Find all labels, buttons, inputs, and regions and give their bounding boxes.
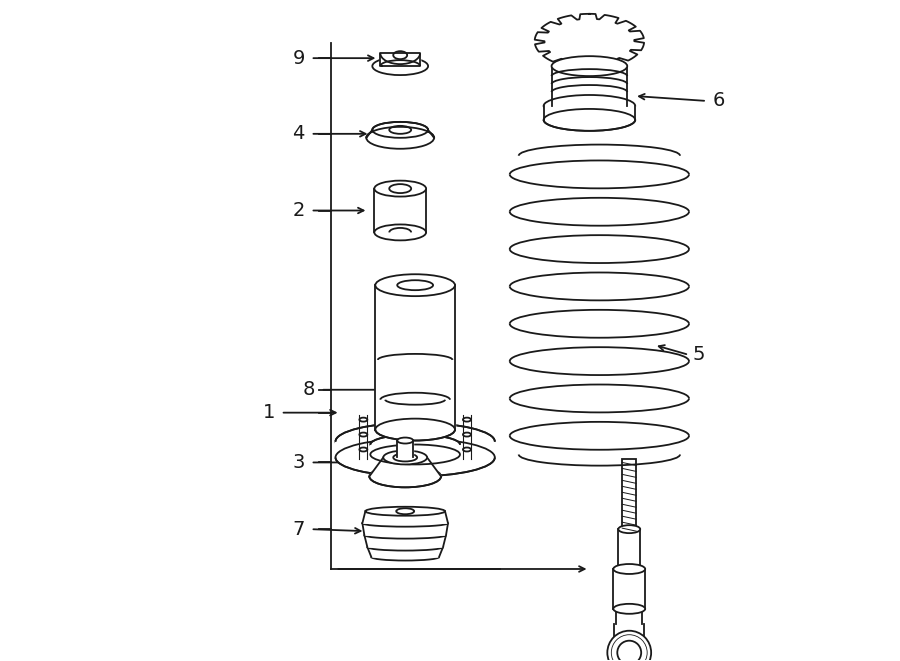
Ellipse shape xyxy=(375,418,455,440)
Text: 5: 5 xyxy=(693,346,706,364)
Polygon shape xyxy=(618,529,640,569)
Ellipse shape xyxy=(365,507,445,516)
Text: 2: 2 xyxy=(292,201,305,220)
Polygon shape xyxy=(544,106,635,120)
Text: 9: 9 xyxy=(292,49,305,67)
Polygon shape xyxy=(375,285,455,430)
Polygon shape xyxy=(367,547,443,557)
Ellipse shape xyxy=(372,553,439,561)
Polygon shape xyxy=(613,569,645,609)
Polygon shape xyxy=(363,524,448,535)
Ellipse shape xyxy=(370,434,460,455)
Ellipse shape xyxy=(366,127,434,149)
Ellipse shape xyxy=(367,543,443,551)
Text: 3: 3 xyxy=(292,453,305,472)
Polygon shape xyxy=(535,14,644,69)
Polygon shape xyxy=(381,53,420,66)
Polygon shape xyxy=(370,444,460,455)
Ellipse shape xyxy=(544,109,635,131)
Text: 8: 8 xyxy=(302,380,315,399)
Ellipse shape xyxy=(374,225,426,241)
Ellipse shape xyxy=(613,564,645,574)
Ellipse shape xyxy=(373,122,428,137)
Ellipse shape xyxy=(373,57,428,75)
Ellipse shape xyxy=(364,531,446,539)
Polygon shape xyxy=(369,457,441,477)
Ellipse shape xyxy=(336,438,495,477)
Text: 6: 6 xyxy=(713,91,725,110)
Polygon shape xyxy=(381,53,420,66)
Ellipse shape xyxy=(397,438,413,444)
Ellipse shape xyxy=(359,432,367,436)
Text: 4: 4 xyxy=(292,124,305,143)
Bar xyxy=(622,459,636,529)
Ellipse shape xyxy=(336,422,495,461)
Ellipse shape xyxy=(374,180,426,196)
Polygon shape xyxy=(364,535,446,547)
Ellipse shape xyxy=(463,447,471,451)
Polygon shape xyxy=(552,66,627,106)
Ellipse shape xyxy=(375,274,455,296)
Ellipse shape xyxy=(552,56,627,76)
Circle shape xyxy=(608,631,652,661)
Polygon shape xyxy=(374,188,426,233)
Text: 7: 7 xyxy=(292,520,305,539)
Ellipse shape xyxy=(359,447,367,451)
Ellipse shape xyxy=(363,520,448,527)
Polygon shape xyxy=(336,442,495,457)
Ellipse shape xyxy=(613,604,645,614)
Ellipse shape xyxy=(383,451,427,465)
Ellipse shape xyxy=(359,418,367,422)
Ellipse shape xyxy=(618,565,640,573)
Ellipse shape xyxy=(618,525,640,533)
Ellipse shape xyxy=(544,95,635,117)
Polygon shape xyxy=(615,624,644,642)
Polygon shape xyxy=(616,609,643,624)
Ellipse shape xyxy=(463,432,471,436)
Polygon shape xyxy=(397,440,413,457)
Ellipse shape xyxy=(370,444,460,465)
Ellipse shape xyxy=(463,418,471,422)
Ellipse shape xyxy=(369,465,441,487)
Polygon shape xyxy=(363,511,448,524)
Text: 1: 1 xyxy=(263,403,275,422)
